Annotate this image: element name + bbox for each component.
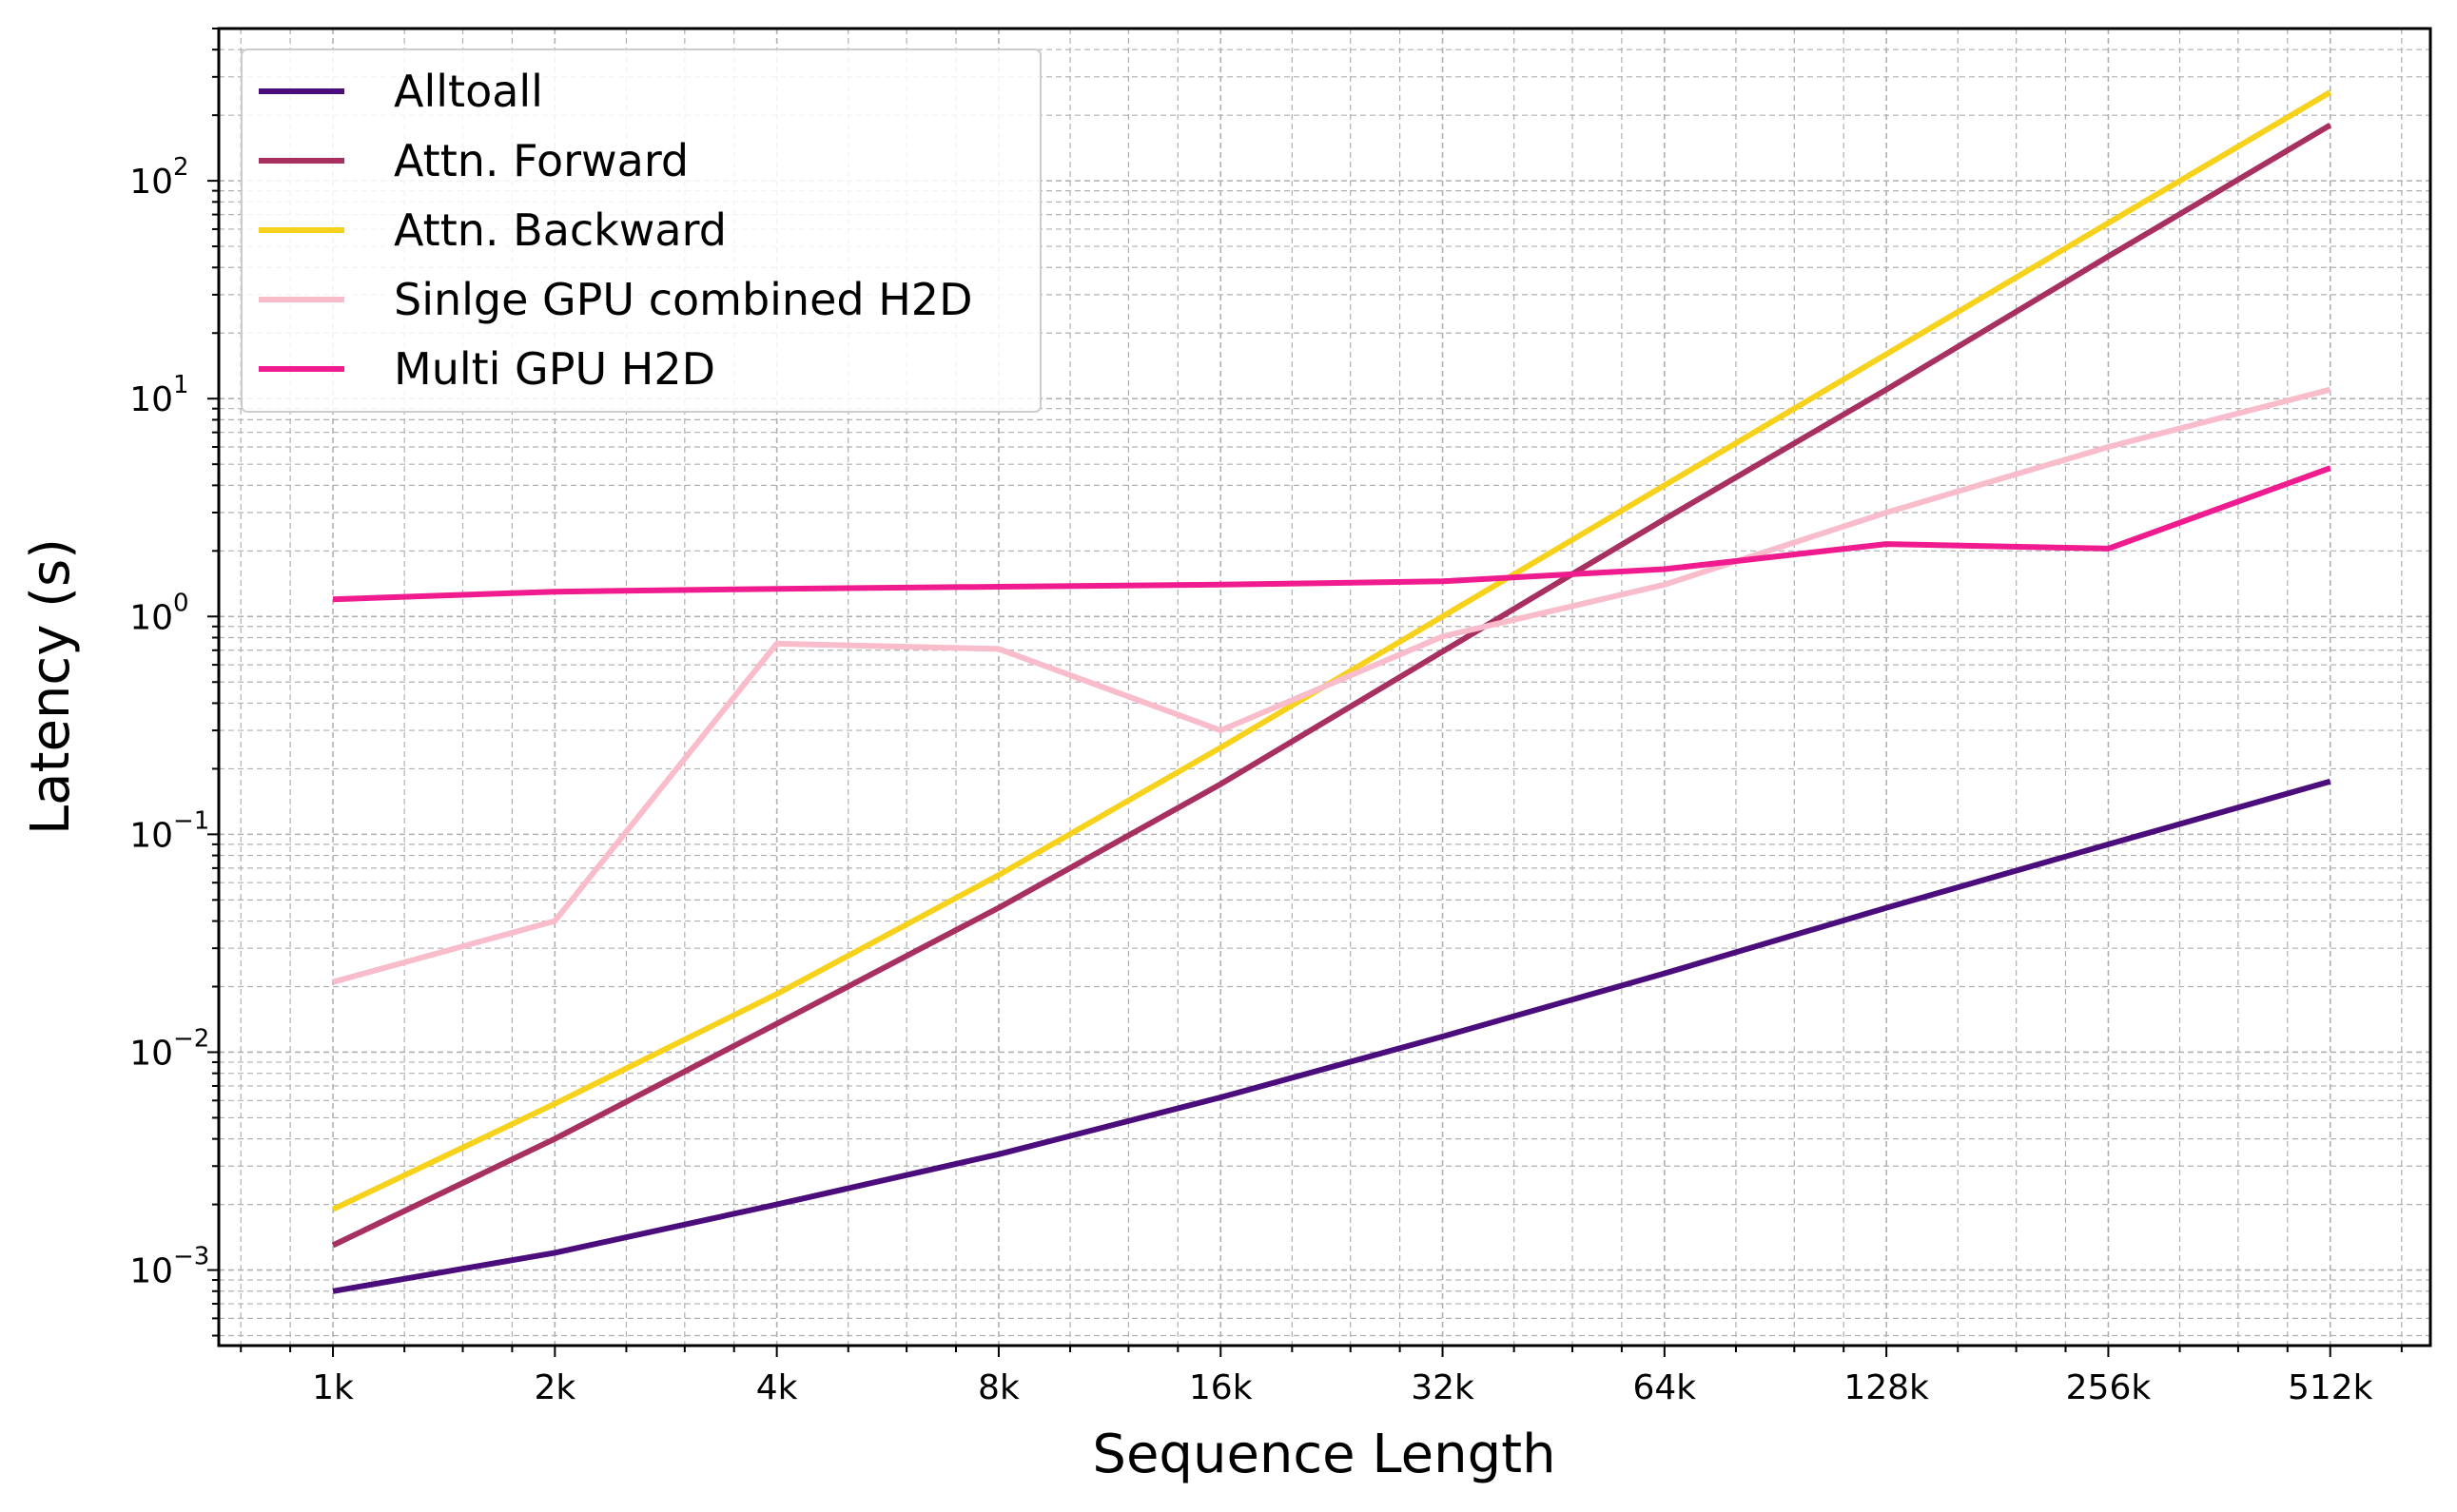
x-axis-title: Sequence Length <box>1092 1424 1555 1485</box>
plot-frame <box>217 27 2432 1347</box>
x-tick-label: 2k <box>534 1368 575 1407</box>
legend-box <box>241 48 1042 413</box>
x-tick-label: 16k <box>1189 1368 1253 1407</box>
y-tick-label: 10 <box>129 380 173 419</box>
legend: Alltoall Attn. Forward Attn. Backward Sinlg… <box>241 48 1042 413</box>
y-tick-exponent: −3 <box>173 1243 209 1271</box>
series-line-4 <box>332 465 2331 603</box>
x-tick-label: 1k <box>312 1368 354 1407</box>
x-tick-label: 512k <box>2288 1368 2373 1407</box>
series-line-3 <box>332 386 2331 985</box>
x-tick-label: 32k <box>1411 1368 1474 1407</box>
series-line-1 <box>331 123 2332 1249</box>
legend-label: Attn. Backward <box>394 204 727 256</box>
x-tick-label: 8k <box>978 1368 1020 1407</box>
y-axis-title: Latency (s) <box>20 538 82 835</box>
y-tick-label: 10 <box>129 1252 173 1291</box>
y-tick-exponent: −2 <box>173 1024 209 1053</box>
y-tick-exponent: 0 <box>173 589 189 617</box>
y-tick-label: 10 <box>129 816 173 855</box>
x-tick-label: 4k <box>756 1368 798 1407</box>
legend-label: Attn. Forward <box>394 135 689 186</box>
y-tick-label: 10 <box>129 1034 173 1073</box>
series-line-0 <box>332 778 2331 1294</box>
y-tick-label: 10 <box>129 598 173 637</box>
y-tick-exponent: −1 <box>173 806 209 835</box>
legend-label: Multi GPU H2D <box>394 343 715 395</box>
y-tick-label: 10 <box>129 163 173 202</box>
y-tick-exponent: 1 <box>173 371 189 399</box>
y-tick-exponent: 2 <box>173 153 189 182</box>
x-tick-label: 64k <box>1633 1368 1697 1407</box>
x-tick-label: 256k <box>2066 1368 2152 1407</box>
series-layer <box>331 89 2332 1294</box>
x-tick-label: 128k <box>1843 1368 1929 1407</box>
legend-label: Sinlge GPU combined H2D <box>394 274 973 325</box>
legend-label: Alltoall <box>394 66 543 117</box>
